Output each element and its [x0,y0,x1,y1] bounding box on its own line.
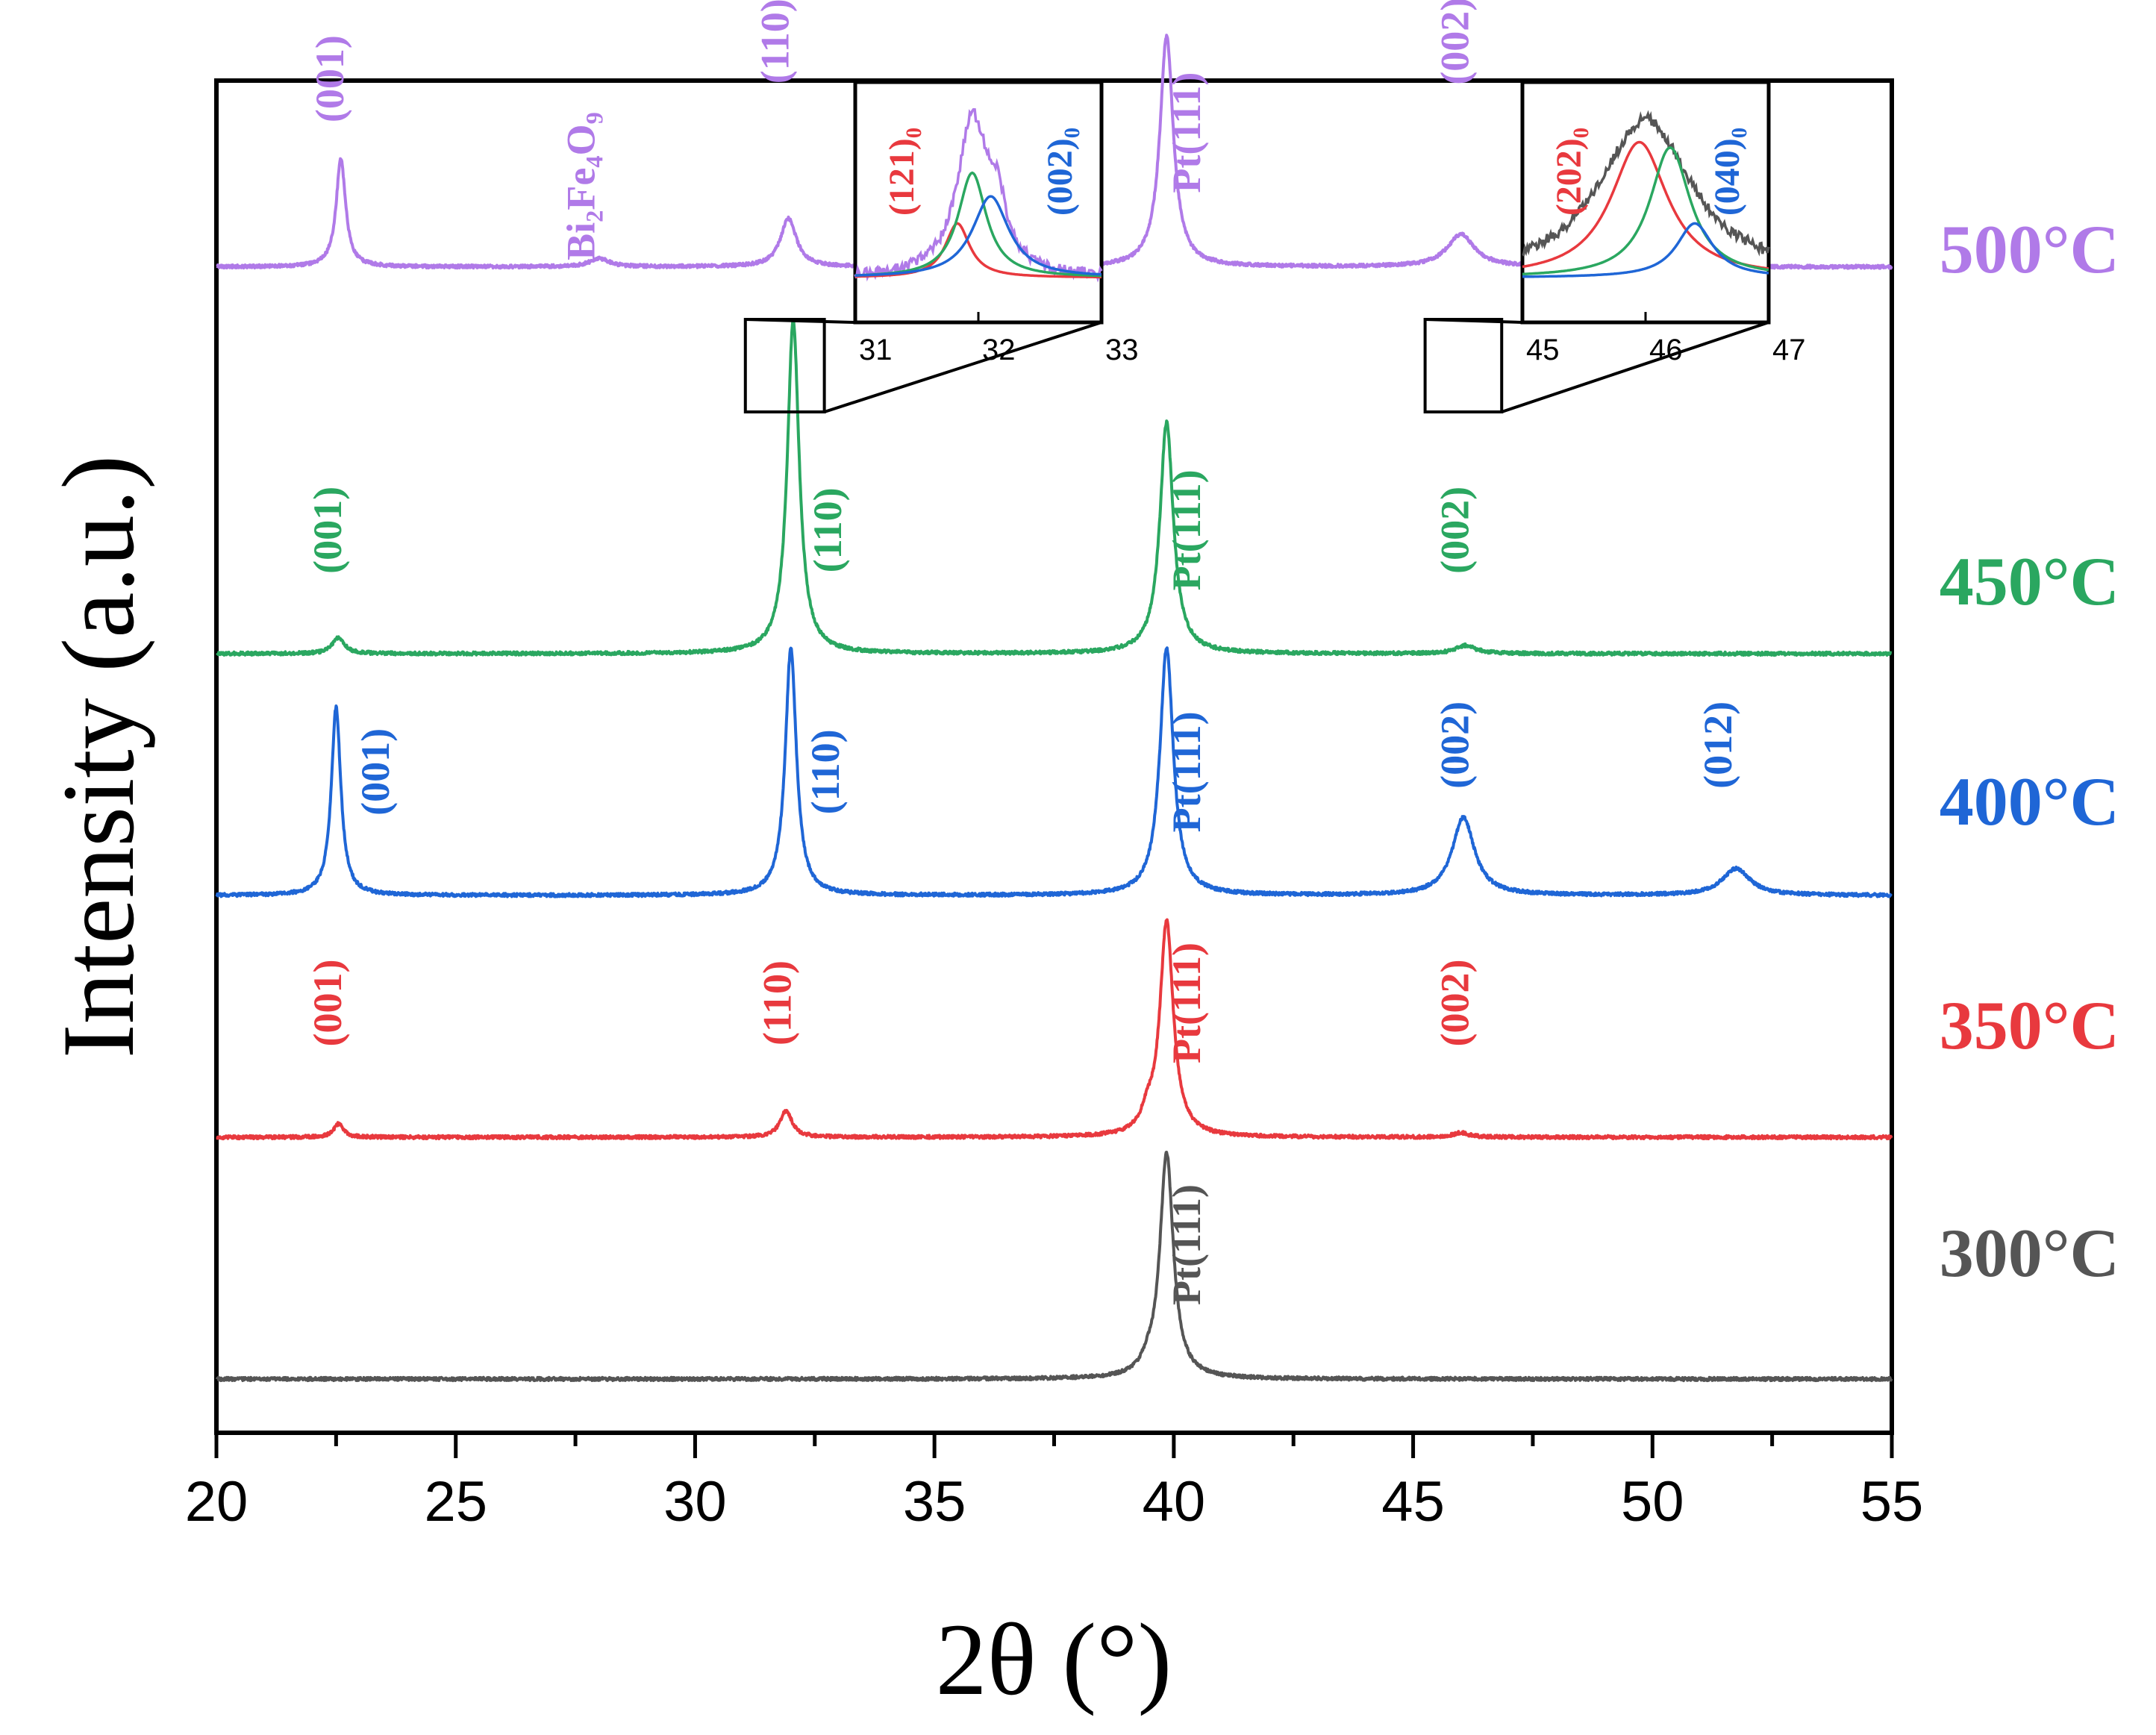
series-450°C: (001) (110) Pt(111) (002) 450°C [216,319,2119,657]
zoom-connector [1501,321,1769,413]
x-axis-title: 2θ (°) [936,1602,1172,1716]
series-name-label: 350°C [1940,987,2119,1063]
inset-tick-label: 32 [982,334,1016,366]
peak-label: (001) [305,487,350,574]
x-tick-label: 25 [424,1470,487,1534]
x-tick-label: 50 [1621,1470,1684,1534]
peak-label: (001) [353,728,398,816]
peak-label: (012) [1696,701,1740,789]
x-tick-label: 55 [1860,1470,1924,1534]
peak-label: (110) [753,0,798,84]
series-name-label: 300°C [1940,1215,2119,1291]
inset-curve-fit-002 [854,195,1102,277]
x-tick-label: 35 [903,1470,966,1534]
inset-layer: 31 32 33 (121)₀ (002)₀ 45 46 47 (202)₀ (040)₀ [743,80,1806,413]
series-350°C: (001) (110) Pt(111) (002) 350°C [216,918,2119,1141]
series-line [216,918,1893,1141]
inset-peak-label: (002)₀ [1040,128,1080,216]
series-400°C: (001) (110) Pt(111) (002) (012) 400°C [215,646,2119,898]
zoom-connector [823,321,1102,413]
peak-label: Bi₂Fe₄O₉ [559,112,604,260]
peak-label: (001) [305,960,350,1047]
inset-curve-fit-040 [1522,222,1769,278]
inset-curve-fit-sum [1522,146,1769,276]
peak-label: (001) [307,35,352,122]
x-axis: 20 25 30 35 40 45 50 55 [185,1433,1924,1534]
series-name-label: 500°C [1940,211,2119,287]
peak-label: Pt(111) [1164,469,1209,590]
series-300°C: Pt(111) 300°C [215,1151,2119,1383]
peak-label: Pt(111) [1164,711,1209,832]
x-tick-label: 45 [1381,1470,1445,1534]
inset-curve-data [1522,110,1770,257]
series-line [216,319,1893,657]
zoom-connector [1425,318,1523,324]
series-layer: Pt(111) 300°C(001) (110) Pt(111) (002) 350°C(… [215,0,2119,1383]
peak-label: (002) [1432,960,1477,1047]
peak-label: Pt(111) [1164,942,1209,1063]
inset-tick-label: 47 [1772,334,1806,366]
y-axis-title: Intensity (a.u.) [41,455,155,1059]
inset-frame [1520,80,1771,325]
inset-110: 31 32 33 (121)₀ (002)₀ [743,80,1139,413]
peak-label: (110) [755,960,800,1045]
inset-tick-label: 45 [1526,334,1560,366]
zoom-connector [745,318,856,324]
inset-peak-label: (121)₀ [882,128,922,216]
inset-peak-label: (202)₀ [1549,128,1589,216]
peak-label: (002) [1432,701,1477,789]
series-500°C: (001) Bi₂Fe₄O₉ (110) Pt(111) (002) 500°C [216,0,2119,287]
x-tick-label: 20 [185,1470,249,1534]
peak-label: (002) [1432,0,1477,85]
x-tick-label: 40 [1143,1470,1206,1534]
peak-label: (110) [803,729,848,814]
peak-label: (110) [805,487,850,572]
zoom-box [743,318,826,413]
series-name-label: 400°C [1940,763,2119,840]
peak-label: Pt(111) [1164,72,1209,193]
peak-label: Pt(111) [1164,1184,1209,1305]
series-line [215,646,1893,898]
x-tick-label: 30 [663,1470,727,1534]
inset-002: 45 46 47 (202)₀ (040)₀ [1423,80,1806,413]
inset-peak-label: (040)₀ [1707,128,1747,216]
zoom-box [1423,318,1504,413]
inset-tick-label: 31 [859,334,893,366]
peak-label: (002) [1432,487,1477,574]
series-name-label: 450°C [1940,543,2119,619]
series-line [215,1151,1893,1383]
inset-tick-label: 33 [1105,334,1139,366]
inset-tick-label: 46 [1649,334,1683,366]
